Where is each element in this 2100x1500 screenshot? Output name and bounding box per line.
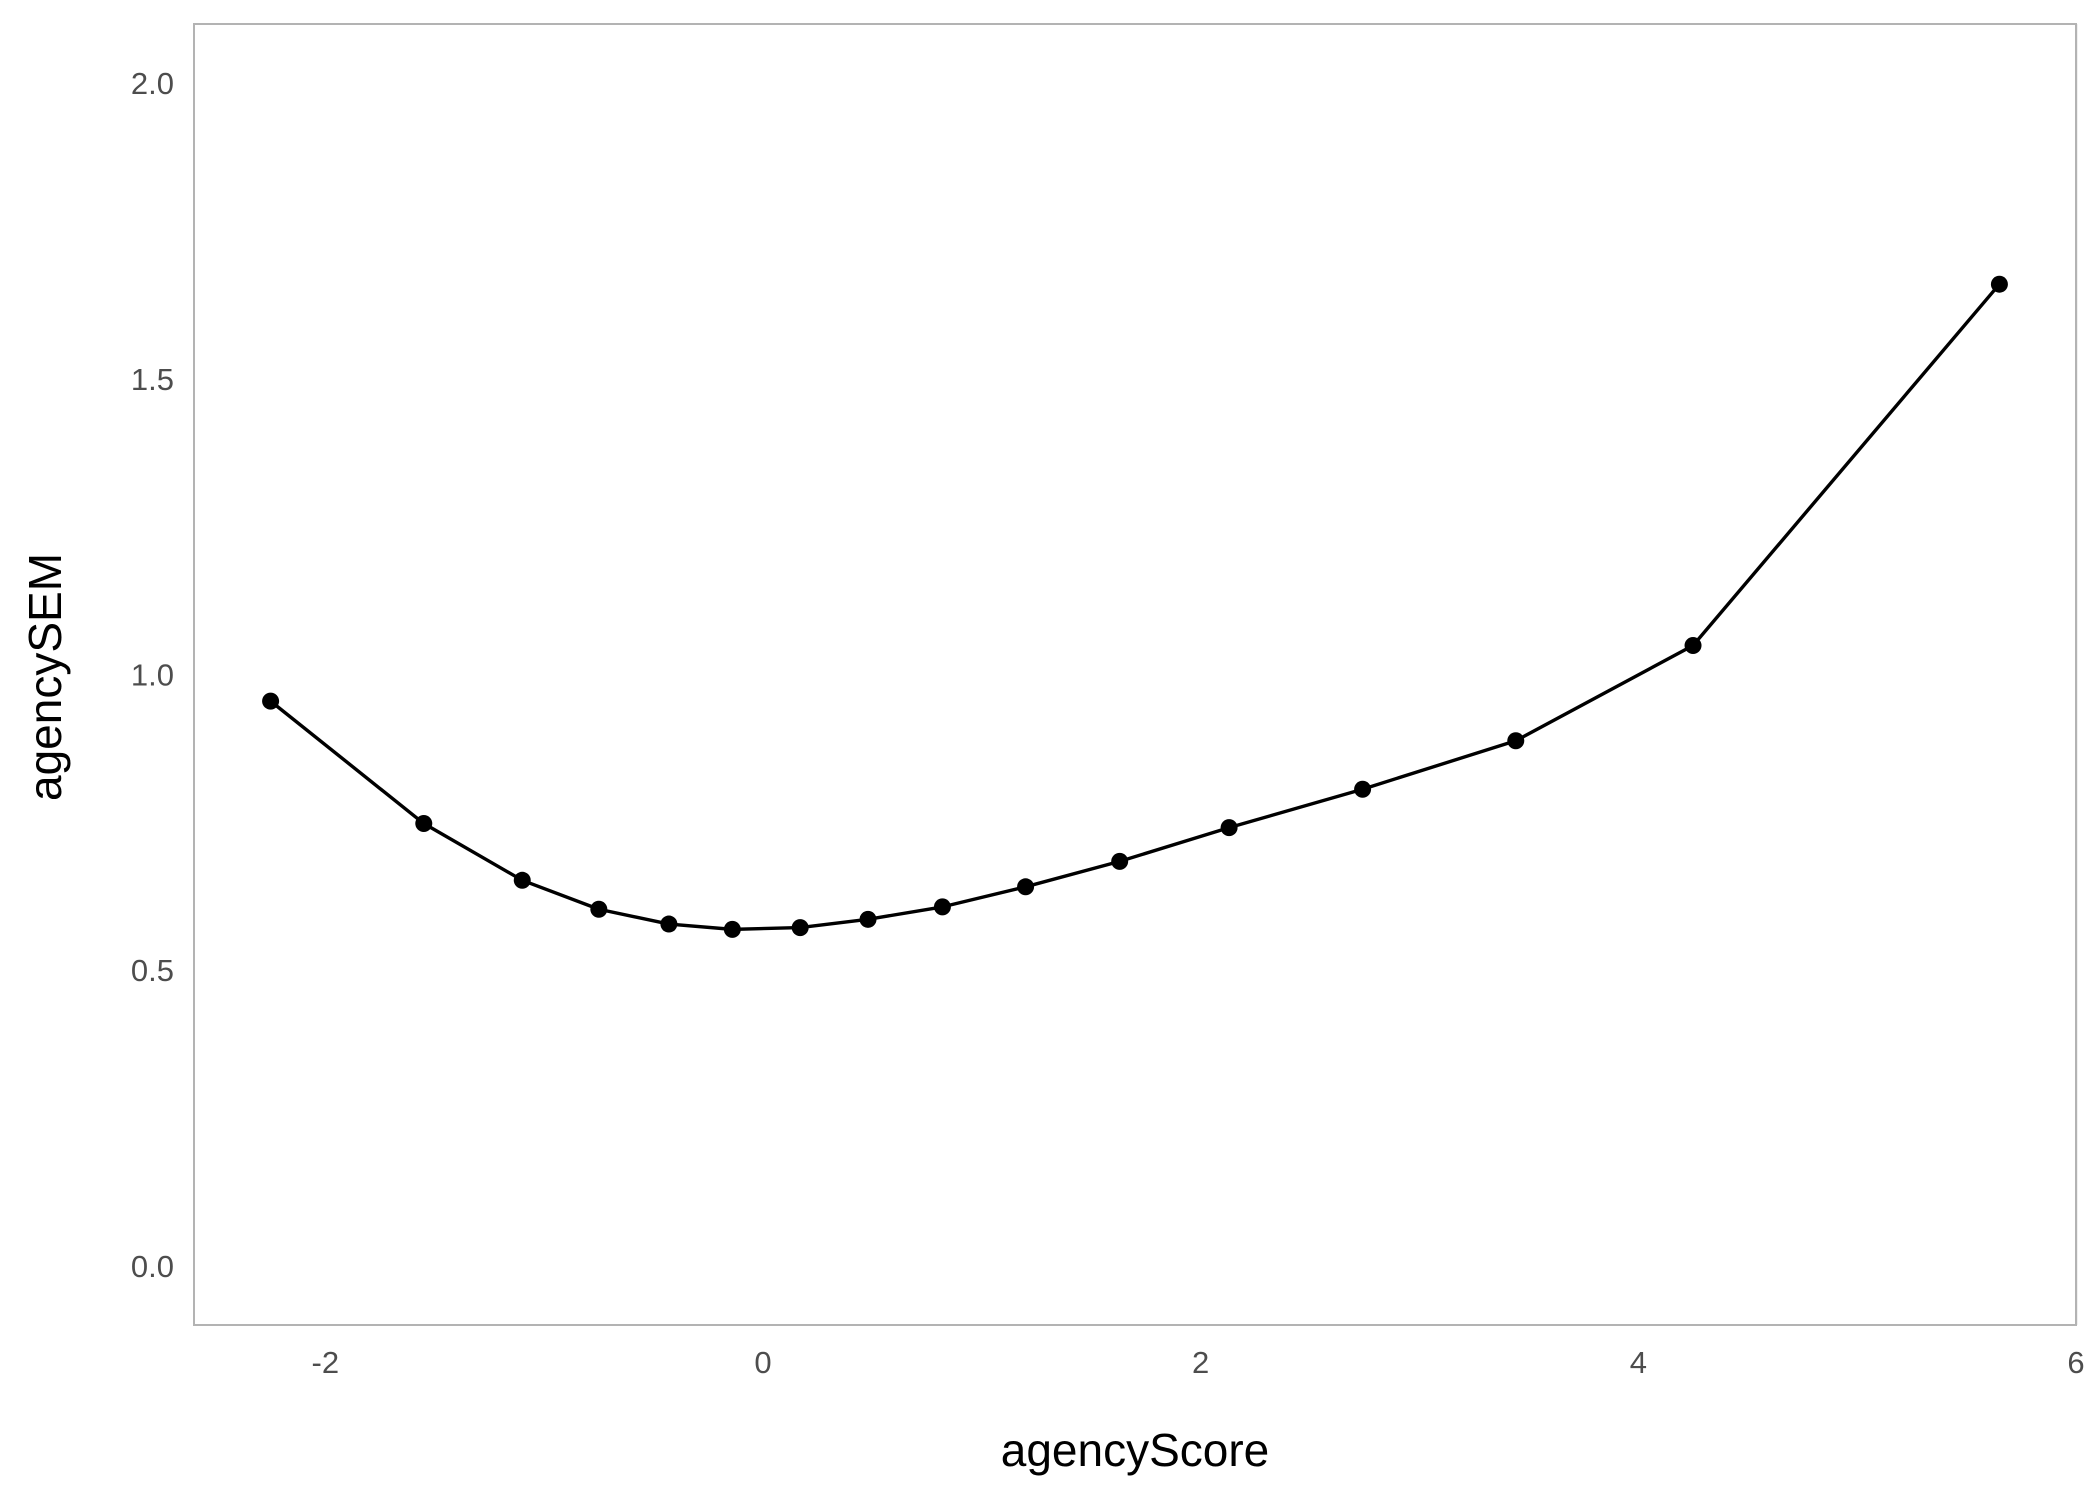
x-tick-label: 2 <box>1192 1345 1209 1380</box>
data-point <box>1017 878 1035 896</box>
x-tick-label: 0 <box>754 1345 771 1380</box>
data-point <box>723 920 741 938</box>
y-axis-ticks: 0.0 0.5 1.0 1.5 2.0 <box>131 66 174 1284</box>
data-point <box>933 898 951 916</box>
data-point <box>1684 637 1702 655</box>
data-point <box>590 900 608 918</box>
x-tick-label: 4 <box>1630 1345 1647 1380</box>
data-point <box>415 815 433 833</box>
x-tick-label: 6 <box>2067 1345 2084 1380</box>
data-point <box>660 915 678 933</box>
y-tick-label: 2.0 <box>131 66 174 101</box>
y-tick-label: 1.0 <box>131 658 174 693</box>
x-tick-label: -2 <box>312 1345 340 1380</box>
data-point <box>1507 732 1525 750</box>
data-point <box>1220 819 1238 837</box>
y-tick-label: 0.5 <box>131 953 174 988</box>
data-point <box>791 919 809 937</box>
data-point <box>513 871 531 889</box>
y-tick-label: 1.5 <box>131 362 174 397</box>
data-point <box>1354 780 1372 798</box>
data-point <box>262 692 280 710</box>
y-axis-title: agencySEM <box>19 553 71 801</box>
x-axis-title: agencyScore <box>1001 1424 1270 1476</box>
x-axis-ticks: -2 0 2 4 6 <box>312 1345 2085 1380</box>
data-point <box>1990 275 2008 293</box>
series-line <box>269 283 2001 932</box>
data-point <box>1111 852 1129 870</box>
data-point <box>859 910 877 928</box>
plot-panel <box>193 23 2077 1326</box>
y-tick-label: 0.0 <box>131 1249 174 1284</box>
series-layer <box>262 275 2008 938</box>
